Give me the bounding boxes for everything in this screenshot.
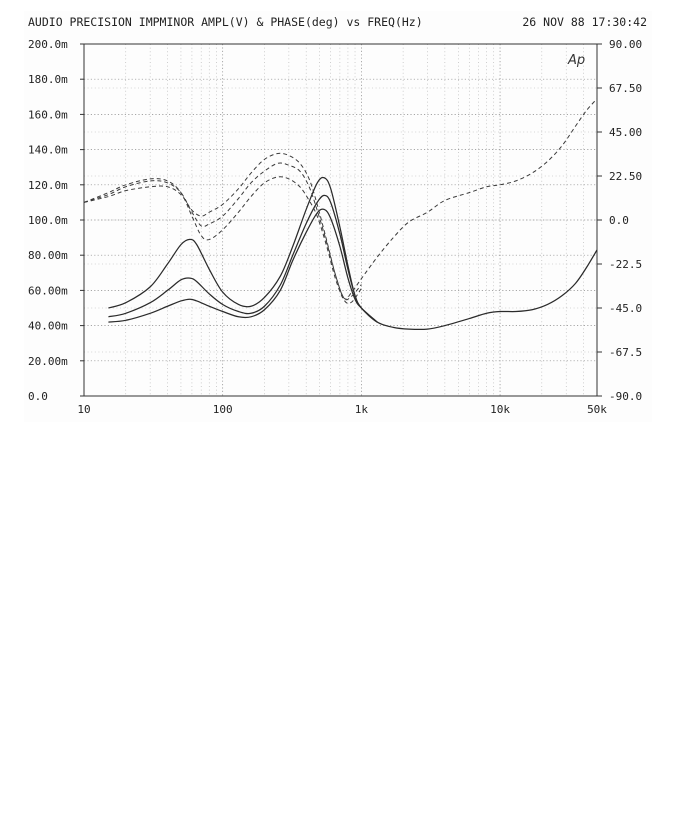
y-right-tick-label: 67.50 [609, 82, 642, 95]
phase-curve-4 [83, 98, 598, 300]
left-axis: 200.0m 180.0m 160.0m 140.0m 120.0m 100.0m 80.0… [28, 38, 84, 403]
y-left-tick-label: 80.00m [28, 249, 68, 262]
y-right-tick-label: 0.0 [609, 214, 629, 227]
y-left-tick-label: 20.00m [28, 355, 68, 368]
x-tick-label: 1k [355, 403, 369, 416]
y-left-tick-label: 0.0 [28, 390, 48, 403]
y-left-tick-label: 140.0m [28, 144, 68, 157]
grid-lines [84, 44, 597, 396]
y-right-tick-label: 22.50 [609, 170, 642, 183]
y-left-tick-label: 180.0m [28, 73, 68, 86]
x-tick-label: 100 [213, 403, 233, 416]
x-axis: 10 100 1k 10k 50k [77, 403, 607, 416]
y-right-tick-label: -90.0 [609, 390, 642, 403]
y-left-tick-label: 120.0m [28, 179, 68, 192]
amplitude-curve-1 [108, 176, 598, 331]
y-left-tick-label: 160.0m [28, 108, 68, 121]
y-right-tick-label: 90.00 [609, 38, 642, 51]
y-left-tick-label: 200.0m [28, 38, 68, 51]
y-right-tick-label: 45.00 [609, 126, 642, 139]
y-right-tick-label: -22.5 [609, 258, 642, 271]
y-right-tick-label: -45.0 [609, 302, 642, 315]
y-left-tick-label: 100.0m [28, 214, 68, 227]
chart-timestamp: 26 NOV 88 17:30:42 [522, 15, 647, 29]
series-layer [83, 98, 598, 331]
y-right-tick-label: -67.5 [609, 346, 642, 359]
ap-logo: Ap [567, 53, 585, 68]
y-left-tick-label: 40.00m [28, 320, 68, 333]
right-axis: 90.00 67.50 45.00 22.50 0.0 -22.5 -45.0 -67.5 -9… [597, 38, 642, 403]
y-left-tick-label: 60.00m [28, 284, 68, 297]
x-tick-label: 10k [490, 403, 510, 416]
x-tick-label: 10 [77, 403, 90, 416]
phase-curve-6 [83, 176, 362, 304]
x-tick-label: 50k [587, 403, 607, 416]
amplitude-curve-2 [108, 194, 378, 323]
phase-curve-5 [83, 162, 362, 301]
amplitude-curve-3 [108, 208, 378, 323]
chart-title: AUDIO PRECISION IMPMINOR AMPL(V) & PHASE… [28, 15, 423, 29]
